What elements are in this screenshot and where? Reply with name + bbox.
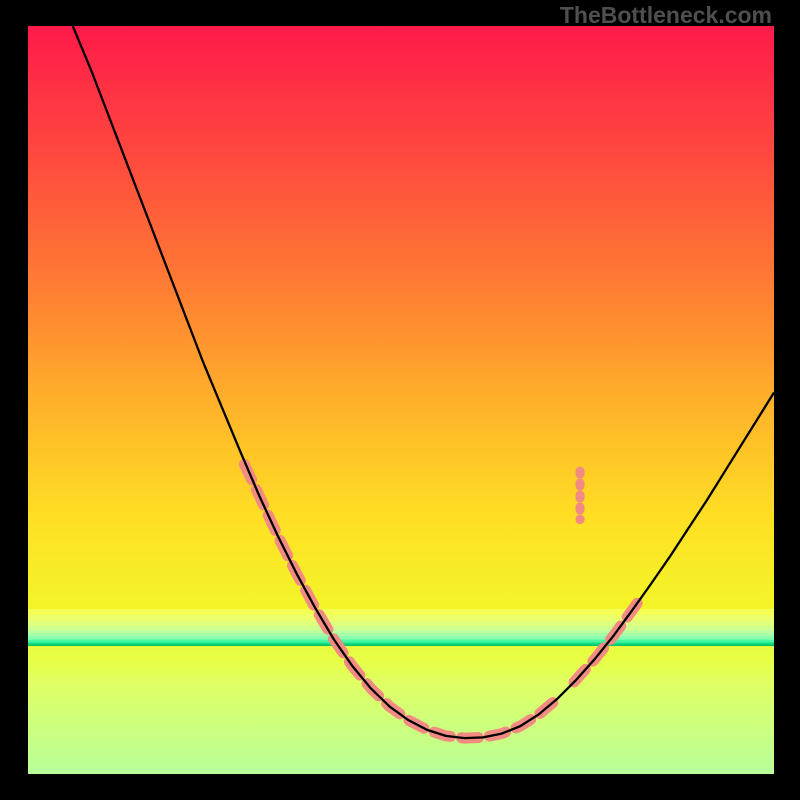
chart-container: TheBottleneck.com bbox=[0, 0, 800, 800]
frame-border-left bbox=[0, 0, 28, 800]
bottleneck-curve bbox=[73, 26, 774, 738]
highlight-segment bbox=[244, 464, 557, 738]
plot-area bbox=[28, 26, 774, 774]
frame-border-bottom bbox=[0, 774, 800, 800]
curve-layer bbox=[28, 26, 774, 774]
watermark-text: TheBottleneck.com bbox=[560, 2, 772, 29]
frame-border-right bbox=[774, 0, 800, 800]
